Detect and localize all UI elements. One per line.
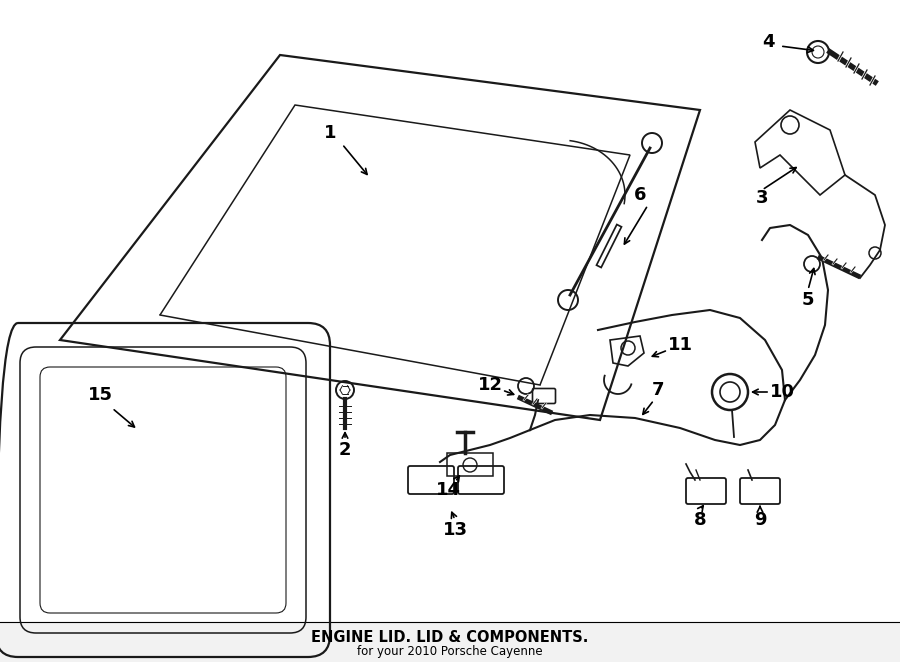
Text: 8: 8 bbox=[694, 511, 706, 529]
Text: 4: 4 bbox=[761, 33, 774, 51]
Text: 13: 13 bbox=[443, 521, 467, 539]
Text: 14: 14 bbox=[436, 481, 461, 499]
Text: 11: 11 bbox=[668, 336, 692, 354]
Text: 9: 9 bbox=[754, 511, 766, 529]
Text: 7: 7 bbox=[652, 381, 664, 399]
Text: 6: 6 bbox=[634, 186, 646, 204]
Text: 3: 3 bbox=[756, 189, 769, 207]
Text: ENGINE LID. LID & COMPONENTS.: ENGINE LID. LID & COMPONENTS. bbox=[311, 630, 589, 645]
Text: 15: 15 bbox=[87, 386, 112, 404]
Text: 5: 5 bbox=[802, 291, 814, 309]
Text: 10: 10 bbox=[770, 383, 795, 401]
Text: 1: 1 bbox=[324, 124, 337, 142]
Text: for your 2010 Porsche Cayenne: for your 2010 Porsche Cayenne bbox=[357, 645, 543, 659]
Text: 2: 2 bbox=[338, 441, 351, 459]
Text: 12: 12 bbox=[478, 376, 502, 394]
Bar bbox=[0, 622, 900, 662]
